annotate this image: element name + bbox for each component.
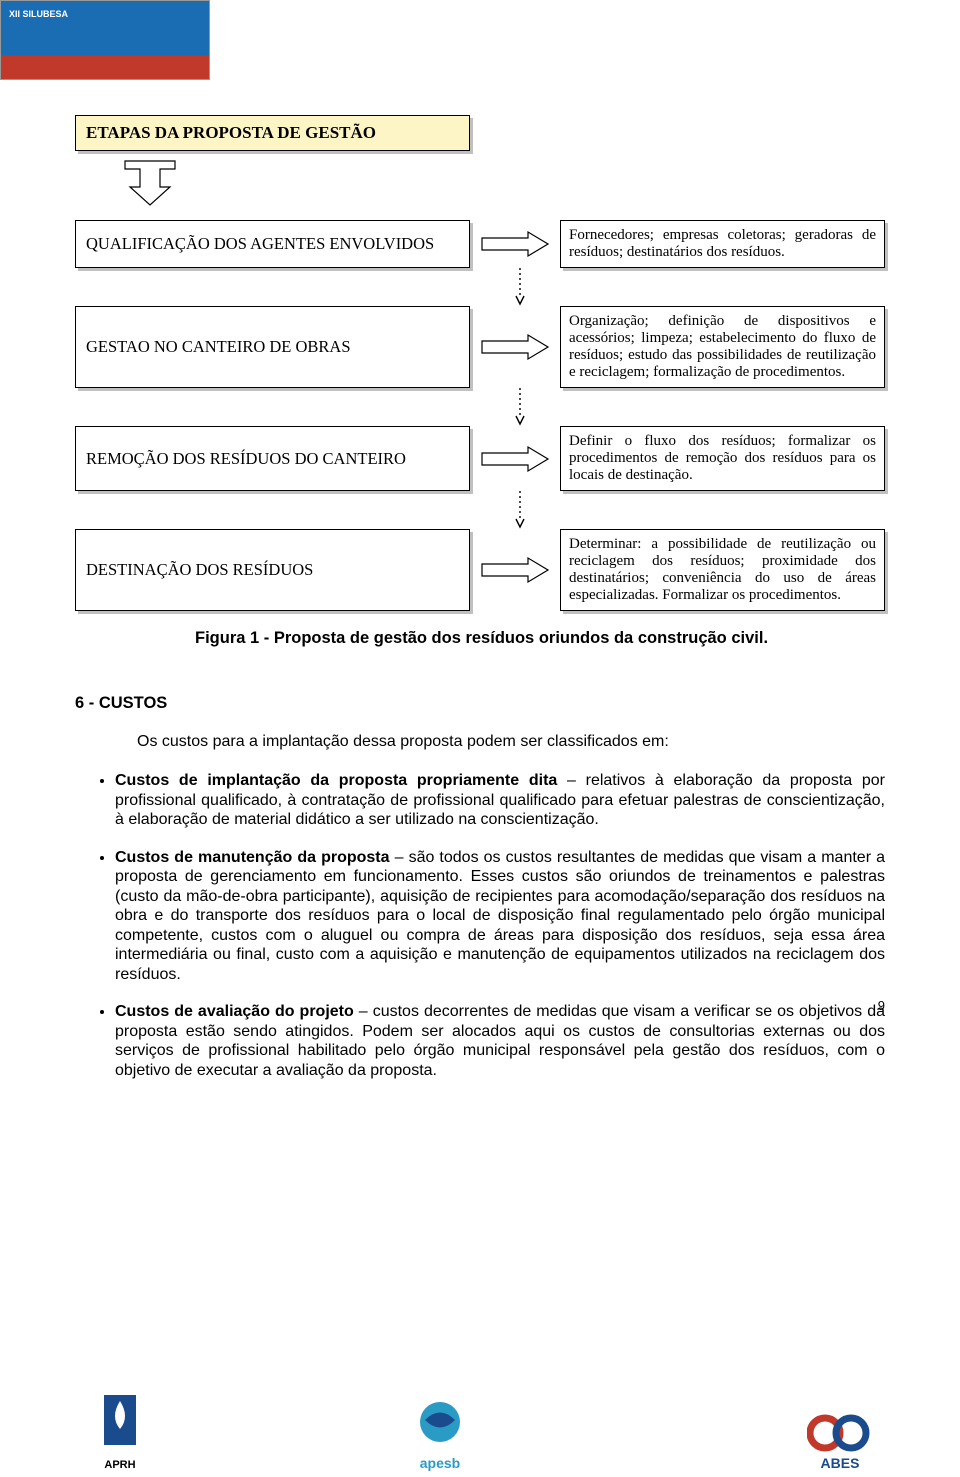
desc-box-4: Determinar: a possibilidade de reutiliza… (560, 529, 885, 611)
desc-box-3: Definir o fluxo dos resíduos; formalizar… (560, 426, 885, 491)
stage-row-1: QUALIFICAÇÃO DOS AGENTES ENVOLVIDOS Forn… (75, 220, 885, 268)
list-item: Custos de implantação da proposta propri… (115, 771, 885, 830)
header-logo-text: XII SILUBESA (1, 1, 209, 27)
dotted-connector-icon (155, 388, 885, 426)
section-heading: 6 - CUSTOS (75, 694, 885, 713)
stage-box-3: REMOÇÃO DOS RESÍDUOS DO CANTEIRO (75, 426, 470, 491)
bullet-lead: Custos de implantação da proposta propri… (115, 772, 557, 789)
page-number: 9 (878, 998, 885, 1013)
h-arrow-icon (470, 306, 560, 388)
footer-logo-abes: ABES (795, 1376, 885, 1471)
intro-paragraph: Os custos para a implantação dessa propo… (137, 733, 885, 751)
footer-logo-aprh: APRH (75, 1376, 165, 1471)
stage-row-3: REMOÇÃO DOS RESÍDUOS DO CANTEIRO Definir… (75, 426, 885, 491)
footer: APRH apesb ABES (75, 1367, 885, 1477)
stage-box-4: DESTINAÇÃO DOS RESÍDUOS (75, 529, 470, 611)
stage-row-4: DESTINAÇÃO DOS RESÍDUOS Determinar: a po… (75, 529, 885, 611)
bullet-lead: Custos de manutenção da proposta (115, 849, 390, 866)
h-arrow-icon (470, 220, 560, 268)
funnel-arrow-icon (120, 159, 885, 212)
diagram-title: ETAPAS DA PROPOSTA DE GESTÃO (75, 115, 470, 151)
footer-logo-label: ABES (821, 1455, 860, 1471)
bullet-lead: Custos de avaliação do projeto (115, 1003, 354, 1020)
desc-box-1: Fornecedores; empresas coletoras; gerado… (560, 220, 885, 268)
dotted-connector-icon (155, 491, 885, 529)
footer-logo-label: APRH (104, 1459, 135, 1471)
stage-box-2: GESTAO NO CANTEIRO DE OBRAS (75, 306, 470, 388)
list-item: Custos de manutenção da proposta – são t… (115, 848, 885, 985)
header-logo: XII SILUBESA (0, 0, 210, 80)
figure-caption: Figura 1 - Proposta de gestão dos resídu… (195, 629, 885, 648)
page-content: ETAPAS DA PROPOSTA DE GESTÃO QUALIFICAÇÃ… (75, 115, 885, 1098)
bullet-list: Custos de implantação da proposta propri… (95, 771, 885, 1080)
dotted-connector-icon (155, 268, 885, 306)
h-arrow-icon (470, 529, 560, 611)
stage-box-1: QUALIFICAÇÃO DOS AGENTES ENVOLVIDOS (75, 220, 470, 268)
list-item: Custos de avaliação do projeto – custos … (115, 1002, 885, 1080)
footer-logo-label: apesb (420, 1455, 460, 1471)
stage-row-2: GESTAO NO CANTEIRO DE OBRAS Organização;… (75, 306, 885, 388)
desc-box-2: Organização; definição de dispositivos e… (560, 306, 885, 388)
bullet-rest: – são todos os custos resultantes de med… (115, 849, 885, 983)
footer-logo-apesb: apesb (395, 1376, 485, 1471)
h-arrow-icon (470, 426, 560, 491)
